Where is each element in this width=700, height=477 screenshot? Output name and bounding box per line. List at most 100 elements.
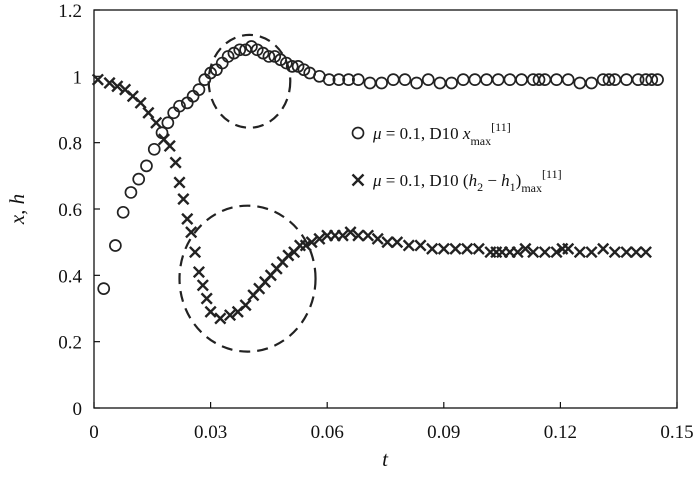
data-point-x — [185, 226, 198, 239]
dashed-ellipse-annotation — [207, 33, 292, 129]
y-tick-label: 0.2 — [58, 333, 82, 354]
y-tick-labels: 0 0.2 0.4 0.6 0.8 1 1.2 — [58, 1, 82, 420]
data-point-x — [573, 246, 586, 259]
data-point-x — [134, 96, 147, 109]
data-point-x — [177, 193, 190, 206]
data-point-circle — [561, 73, 575, 87]
data-point-circle — [186, 89, 200, 103]
data-point-x — [426, 242, 439, 255]
data-point-x — [437, 242, 450, 255]
legend-text-fragment: − — [483, 171, 501, 190]
data-point-circle — [491, 73, 505, 87]
data-point-circle — [161, 116, 175, 130]
data-point-x — [169, 156, 182, 169]
data-point-x — [538, 246, 551, 259]
dashed-ellipse-annotation — [178, 204, 317, 353]
data-point-x — [597, 242, 610, 255]
data-point-x — [344, 226, 357, 239]
legend-text-fragment: = 0.1, D10 ( — [382, 171, 469, 190]
legend-x-marker — [351, 173, 365, 187]
legend-mu-symbol: μ — [372, 171, 382, 190]
data-point-x — [371, 232, 384, 245]
data-point-x — [196, 279, 209, 292]
y-tick-label: 1.2 — [58, 1, 82, 22]
data-point-x — [173, 176, 186, 189]
data-point-circle — [585, 76, 598, 90]
data-point-circle — [351, 73, 365, 87]
data-point-x — [562, 242, 575, 255]
data-point-x — [111, 80, 124, 93]
data-point-circle — [132, 172, 146, 186]
x-series — [91, 73, 652, 325]
data-point-circle — [480, 73, 493, 87]
data-point-x — [402, 239, 415, 252]
series-layer — [91, 40, 664, 325]
data-point-circle — [421, 73, 435, 87]
legend-text-fragment: ) — [516, 171, 522, 190]
data-point-x — [414, 239, 427, 252]
data-point-circle — [262, 50, 276, 63]
data-point-circle — [116, 205, 130, 219]
circle-series — [97, 40, 664, 295]
data-point-circle — [515, 73, 528, 87]
data-point-x — [200, 292, 213, 305]
data-point-x — [103, 76, 116, 90]
data-point-circle — [363, 76, 377, 90]
data-point-x — [639, 246, 652, 259]
legend-variable: h — [469, 171, 478, 190]
data-point-x — [381, 236, 394, 249]
data-point-x — [282, 249, 295, 262]
data-point-x — [142, 106, 155, 119]
legend-mu-symbol: μ — [372, 124, 382, 143]
data-point-circle — [398, 73, 412, 87]
data-point-circle — [124, 186, 138, 199]
data-point-x — [472, 242, 485, 255]
data-point-circle — [332, 73, 346, 87]
x-tick-label: 0.15 — [660, 422, 693, 443]
data-point-circle — [233, 43, 247, 57]
x-tick-labels: 0 0.03 0.06 0.09 0.12 0.15 — [89, 422, 693, 443]
legend: μ = 0.1, D10 xmax[11] μ = 0.1, D10 (h2 −… — [351, 120, 562, 195]
legend-subscript: 2 — [477, 180, 483, 194]
tick-marks — [93, 9, 678, 409]
y-tick-label: 0.8 — [58, 134, 82, 155]
data-point-x — [181, 212, 194, 225]
data-point-x — [313, 232, 326, 245]
data-point-circle — [167, 106, 181, 120]
data-point-x — [608, 246, 621, 259]
x-tick-label: 0.09 — [427, 422, 460, 443]
data-point-x — [192, 265, 205, 279]
legend-reference: [11] — [542, 167, 562, 181]
data-point-circle — [445, 76, 458, 90]
data-point-x — [163, 139, 176, 153]
legend-subscript: max — [470, 134, 491, 148]
data-point-x — [620, 246, 633, 259]
data-point-circle — [147, 142, 161, 156]
data-point-x — [214, 312, 227, 325]
data-point-circle — [631, 73, 645, 87]
data-point-circle — [550, 73, 563, 87]
data-point-circle — [532, 73, 546, 87]
legend-subscript: max — [521, 181, 542, 195]
data-point-x — [519, 242, 532, 255]
y-tick-label: 0 — [73, 399, 83, 420]
data-point-circle — [573, 76, 587, 90]
data-point-x — [223, 309, 237, 322]
x-tick-label: 0.03 — [194, 422, 227, 443]
data-point-x — [550, 246, 563, 259]
data-point-circle — [215, 56, 229, 70]
legend-subscript: 1 — [510, 180, 516, 194]
data-point-x — [361, 229, 375, 242]
data-point-circle — [433, 76, 447, 90]
data-point-circle — [386, 73, 400, 87]
data-point-x — [511, 246, 524, 259]
data-point-x — [461, 242, 474, 255]
data-point-x — [391, 236, 404, 249]
data-point-circle — [503, 73, 517, 87]
y-tick-label: 0.4 — [58, 266, 82, 287]
x-tick-label: 0 — [89, 422, 99, 443]
data-point-circle — [285, 60, 299, 73]
y-tick-label: 0.6 — [58, 200, 82, 221]
data-point-x — [299, 239, 312, 252]
data-point-circle — [342, 73, 355, 87]
